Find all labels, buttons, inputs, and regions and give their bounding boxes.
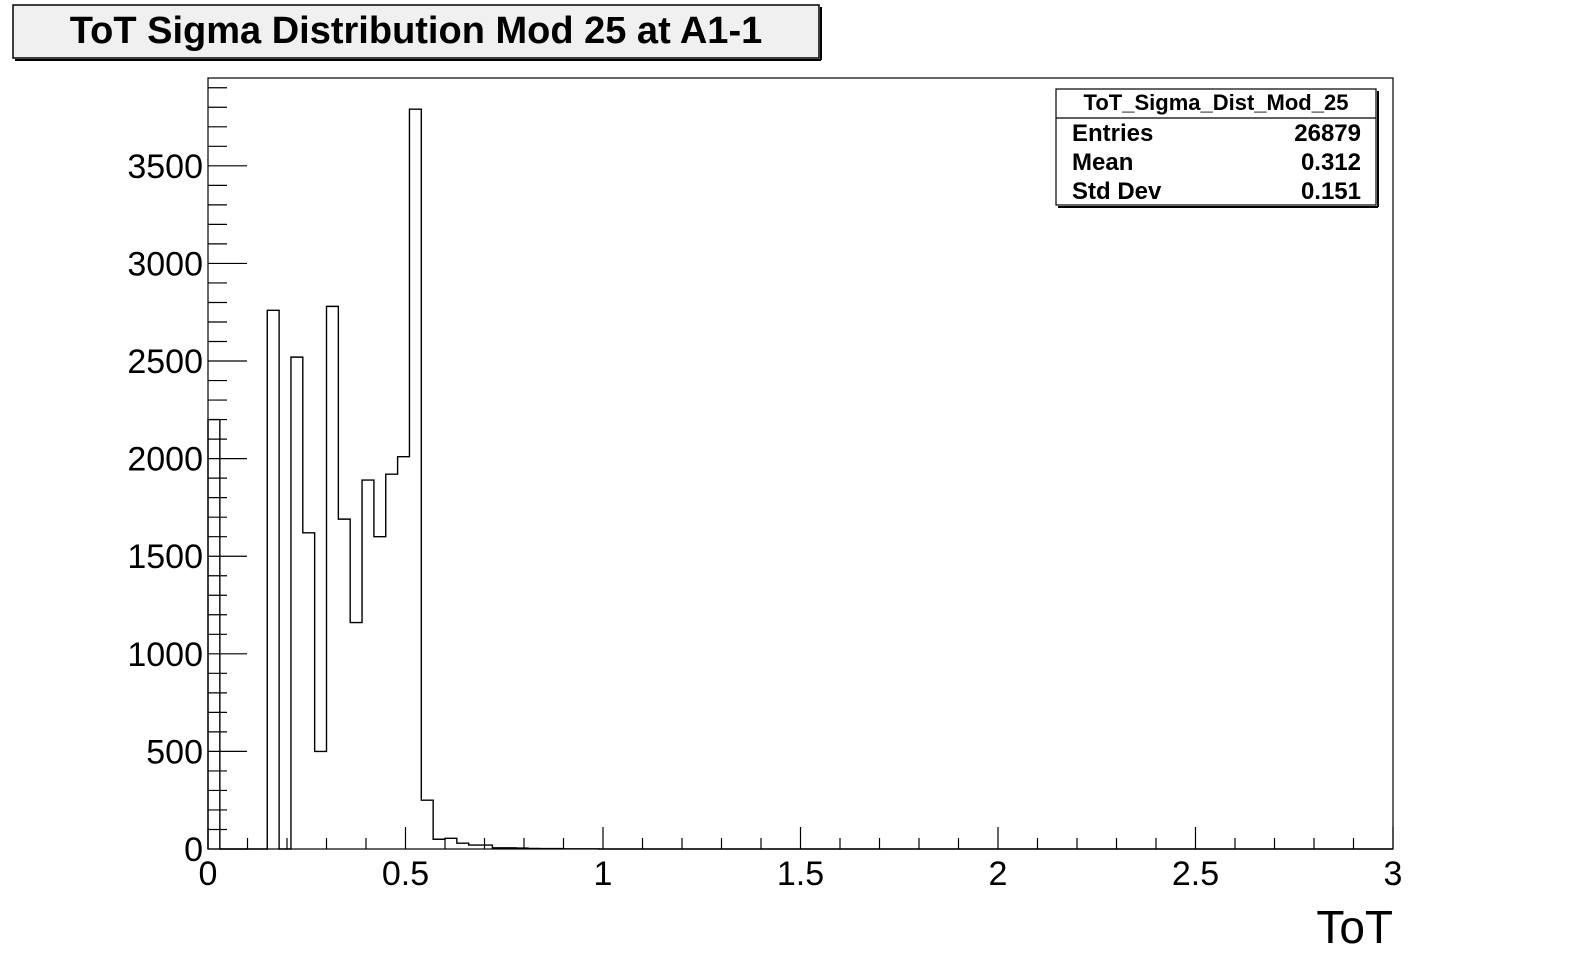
stats-title: ToT_Sigma_Dist_Mod_25 [1084,90,1349,115]
x-tick-label: 2.5 [1172,855,1219,893]
y-axis: 0 500 1000 1500 2000 2500 3000 3500 [127,87,247,869]
stats-box-frame [1055,88,1377,206]
x-tick-label: 3 [1384,855,1403,893]
x-axis: 0 0.5 1 1.5 2 2.5 3 [199,827,1403,893]
stats-stddev-label: Std Dev [1072,178,1162,205]
stats-entries-label: Entries [1072,120,1153,147]
stats-stddev-value: 0.151 [1301,178,1361,205]
y-tick-label: 0 [184,831,203,869]
y-tick-label: 1000 [127,636,203,674]
chart-title: ToT Sigma Distribution Mod 25 at A1-1 [70,10,762,52]
x-tick-label: 1 [594,855,613,893]
histogram-outline [207,108,1393,850]
x-tick-label: 1.5 [777,855,824,893]
x-tick-label: 0 [199,855,218,893]
y-tick-label: 2000 [127,441,203,479]
y-tick-label: 500 [146,733,203,771]
y-tick-label: 3000 [127,245,203,283]
y-tick-label: 1500 [127,538,203,576]
stats-entries-value: 26879 [1294,120,1361,147]
x-tick-label: 2 [989,855,1008,893]
y-tick-label: 3500 [127,148,203,186]
stats-mean-value: 0.312 [1301,149,1361,176]
title-box-frame [12,4,820,59]
x-axis-label: ToT [1316,901,1393,953]
title-box: ToT Sigma Distribution Mod 25 at A1-1 [12,4,822,61]
stats-box: ToT_Sigma_Dist_Mod_25 Entries 26879 Mean… [1055,88,1379,208]
y-tick-label: 2500 [127,343,203,381]
stats-mean-label: Mean [1072,149,1133,176]
x-tick-label: 0.5 [382,855,429,893]
